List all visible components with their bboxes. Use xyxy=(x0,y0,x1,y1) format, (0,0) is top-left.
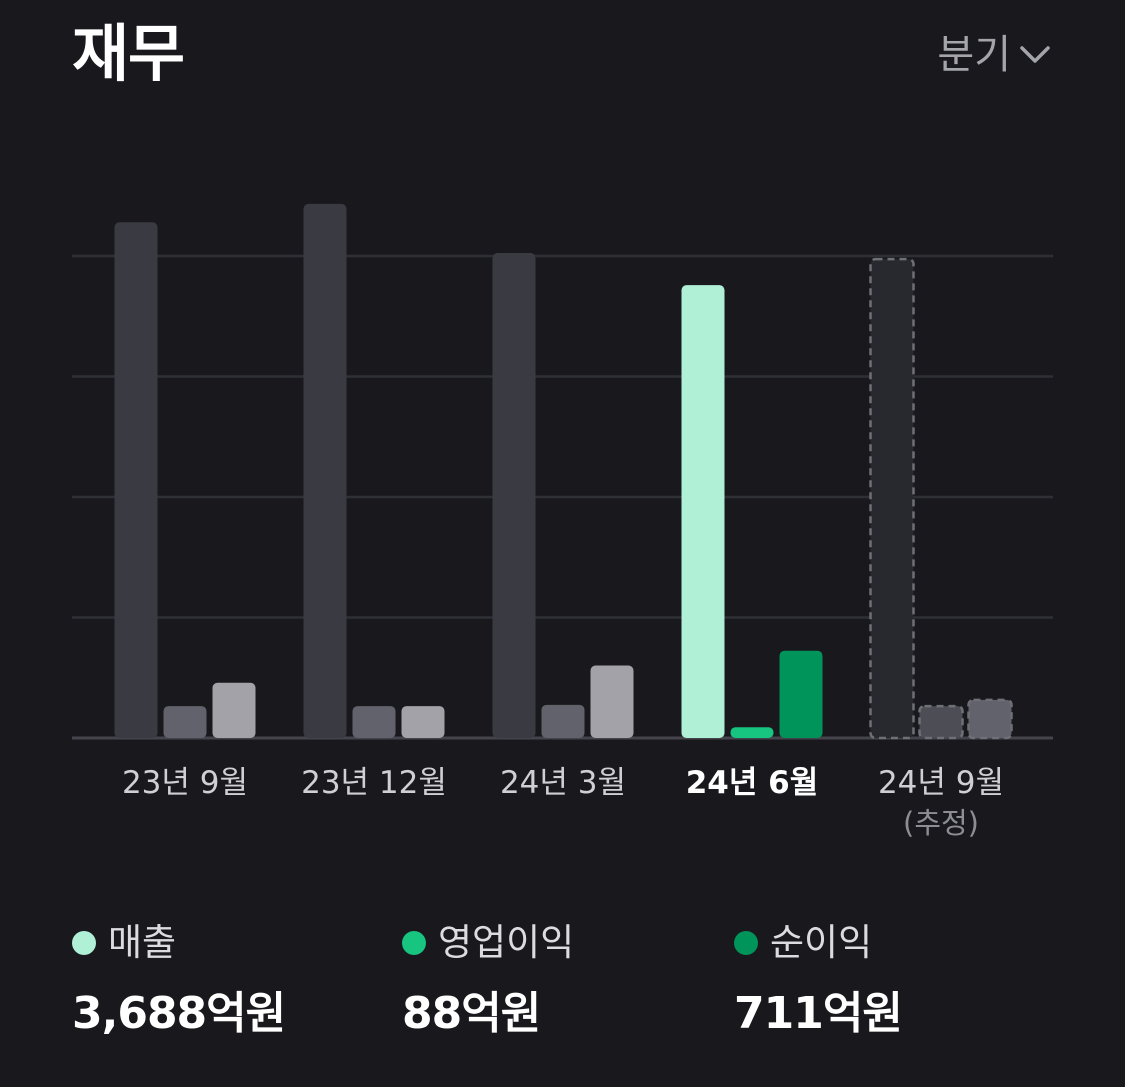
legend-value: 88억원 xyxy=(402,988,541,1039)
legend-value: 3,688억원 xyxy=(72,988,286,1039)
financial-bar-chart xyxy=(72,203,1053,740)
x-tick-text: 23년 9월 xyxy=(121,765,249,801)
legend-label: 매출 xyxy=(108,921,177,964)
x-tick-label[interactable]: 24년 3월 xyxy=(453,762,673,804)
bar-operating-profit[interactable] xyxy=(352,706,396,738)
bar-operating-profit[interactable] xyxy=(541,704,585,738)
legend-dot xyxy=(72,931,96,955)
bar-revenue[interactable] xyxy=(114,222,158,739)
bar-operating-profit[interactable] xyxy=(730,727,774,738)
legend-dot xyxy=(402,931,426,955)
legend-operating-profit: 영업이익 88억원 xyxy=(402,918,574,1042)
legend-revenue: 매출 3,688억원 xyxy=(72,918,286,1042)
legend-value: 711억원 xyxy=(734,988,903,1039)
x-tick-label[interactable]: 23년 12월 xyxy=(264,762,484,804)
x-tick-text: 24년 3월 xyxy=(499,765,627,801)
section-title: 재무 xyxy=(72,17,185,90)
bar-operating-profit[interactable] xyxy=(163,706,207,738)
x-tick-text: 24년 9월 xyxy=(877,765,1005,801)
bar-net-income[interactable] xyxy=(590,665,634,738)
x-tick-label[interactable]: 23년 9월 xyxy=(75,762,295,804)
bar-net-income[interactable] xyxy=(212,682,256,738)
x-tick-note: (추정) xyxy=(903,806,979,840)
bar-revenue[interactable] xyxy=(681,285,725,738)
period-label: 분기 xyxy=(937,32,1011,78)
x-tick-text: 24년 6월 xyxy=(685,765,819,801)
legend-net-income: 순이익 711억원 xyxy=(734,918,903,1042)
chevron-down-icon xyxy=(1020,46,1050,63)
bar-revenue[interactable] xyxy=(492,252,536,738)
legend-label: 영업이익 xyxy=(438,921,575,964)
period-selector[interactable]: 분기 xyxy=(937,30,1053,80)
x-tick-text: 23년 12월 xyxy=(301,765,447,801)
legend-label: 순이익 xyxy=(770,921,873,964)
x-tick-label[interactable]: 24년 6월 xyxy=(642,762,862,804)
bar-net-income[interactable] xyxy=(779,650,823,738)
bar-operating-profit[interactable] xyxy=(918,704,964,740)
bar-net-income[interactable] xyxy=(401,706,445,738)
bar-net-income[interactable] xyxy=(967,698,1013,740)
x-tick-label[interactable]: 24년 9월 (추정) xyxy=(831,762,1051,842)
bar-revenue[interactable] xyxy=(869,257,915,740)
legend-dot xyxy=(734,931,758,955)
bar-revenue[interactable] xyxy=(303,203,347,738)
